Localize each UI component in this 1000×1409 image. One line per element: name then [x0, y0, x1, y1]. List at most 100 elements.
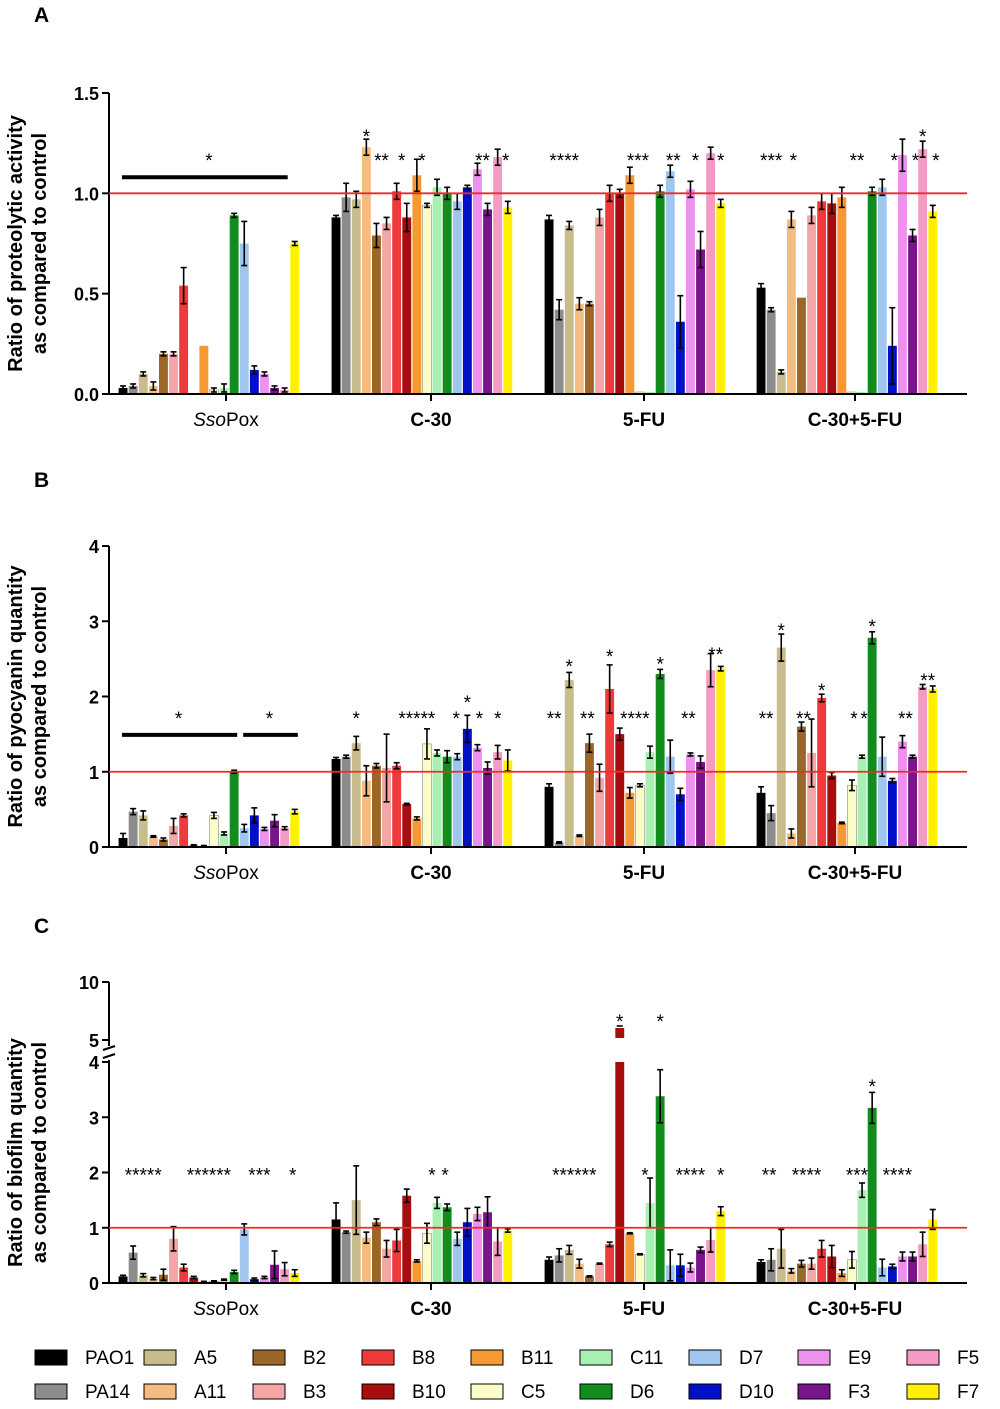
x-tick-label-text: C-30+5-FU	[808, 410, 903, 431]
y-tick-label: 0	[89, 838, 99, 858]
significance-marker: *	[818, 681, 826, 702]
bar-B2	[372, 765, 381, 847]
bar-D6	[655, 673, 665, 847]
legend-swatch-PAO1	[34, 1349, 68, 1366]
bar-F5	[918, 686, 928, 847]
bar-PAO1	[756, 792, 766, 847]
bar-A5	[564, 1249, 574, 1283]
x-tick-label-italic: Sso	[193, 1299, 226, 1320]
bar-D10	[249, 369, 259, 394]
bar-B10	[827, 203, 837, 394]
significance-marker: *	[464, 693, 472, 714]
significance-marker: ****	[792, 1166, 822, 1187]
x-tick-label-text: C-30+5-FU	[808, 863, 903, 884]
significance-marker: ***	[627, 151, 650, 172]
legend-label-F7: F7	[957, 1382, 979, 1403]
bar-PA14	[128, 811, 138, 847]
bar-A11	[786, 1270, 796, 1283]
y-axis-label: Ratio of biofilm quantity as compared to …	[5, 1037, 51, 1267]
significance-marker: *	[656, 655, 664, 676]
legend-label-D7: D7	[739, 1348, 763, 1369]
significance-marker: *	[717, 1166, 725, 1187]
significance-marker: ****	[549, 151, 579, 172]
bar-D10	[249, 815, 259, 847]
bar-C11	[857, 391, 867, 394]
bar-F7	[503, 1230, 513, 1283]
bar-B11	[837, 1273, 847, 1283]
bar-PA14	[554, 1255, 564, 1283]
legend-label-B2: B2	[303, 1348, 326, 1369]
significance-marker: *	[363, 127, 371, 148]
significance-marker: **	[898, 709, 913, 730]
significance-marker: *****	[125, 1166, 163, 1187]
bar-D10	[675, 794, 685, 847]
bar-B10	[402, 1195, 412, 1283]
bar-D7	[665, 756, 675, 847]
bar-F7	[928, 1219, 938, 1283]
x-tick-label-text: 5-FU	[623, 410, 665, 431]
bar-F5	[493, 157, 503, 394]
significance-marker: **	[475, 151, 490, 172]
bar-B3	[807, 215, 816, 394]
x-tick-label: C-30	[410, 410, 451, 431]
significance-marker: ****	[883, 1166, 913, 1187]
bar-PA14	[766, 309, 776, 394]
panel-C: C Ratio of biofilm quantity as compared to…	[5, 915, 967, 1320]
bar-B8	[179, 1267, 189, 1283]
significance-marker: **	[920, 671, 935, 692]
legend-label-B8: B8	[412, 1348, 435, 1369]
bar-E9	[686, 189, 695, 394]
significance-marker: *	[692, 151, 700, 172]
x-tick-label: 5-FU	[623, 863, 665, 884]
bar-E9	[898, 155, 907, 394]
bar-D6	[442, 1207, 452, 1283]
bar-A5	[776, 647, 786, 847]
bar-B11	[412, 175, 422, 394]
x-tick-label-text: Pox	[226, 410, 259, 431]
legend-swatch-B11	[470, 1349, 504, 1366]
significance-marker: *	[502, 151, 510, 172]
y-tick-label: 0.0	[74, 385, 99, 405]
bar-B8	[605, 688, 615, 847]
bar-B3	[595, 777, 604, 847]
significance-marker: *	[919, 127, 927, 148]
bar-A5	[351, 1200, 361, 1283]
significance-marker: *	[606, 647, 614, 668]
bar-B2	[372, 235, 381, 394]
bar-A11	[148, 1278, 158, 1283]
legend-swatch-E9	[797, 1349, 831, 1366]
bar-F3	[696, 761, 705, 847]
significance-marker: *	[850, 709, 858, 730]
bar-B8	[605, 1244, 615, 1283]
y-tick-label: 1	[89, 763, 99, 783]
significance-marker: **	[666, 151, 681, 172]
significance-marker: *	[494, 709, 502, 730]
legend-swatch-F7	[906, 1383, 940, 1400]
x-tick-label: SsoPox	[193, 863, 259, 884]
significance-marker: ***	[760, 151, 783, 172]
bar-F3	[483, 209, 492, 394]
legend-label-A11: A11	[194, 1382, 226, 1403]
bar-F7	[503, 760, 513, 847]
y-axis-label-line: as compared to control	[29, 1042, 51, 1263]
bar-PAO1	[331, 758, 341, 847]
y-tick-label: 4	[89, 1053, 99, 1073]
legend-label-D6: D6	[630, 1382, 654, 1403]
bar-F7	[716, 203, 726, 394]
bar-F5	[280, 828, 290, 847]
bar-B3	[807, 752, 816, 847]
legend-label-B3: B3	[303, 1382, 326, 1403]
bar-C11	[857, 1190, 867, 1283]
bar-E9	[260, 828, 269, 847]
bar-E9	[473, 1213, 482, 1283]
bar-C11	[432, 187, 442, 394]
legend-swatch-D7	[688, 1349, 722, 1366]
bar-PA14	[341, 1232, 351, 1283]
legend-swatch-F3	[797, 1383, 831, 1400]
bar-D6	[442, 756, 452, 847]
bar-A11	[786, 219, 796, 394]
bar-C11	[219, 1279, 229, 1283]
significance-marker: ***	[248, 1166, 271, 1187]
bar-B2	[797, 726, 806, 847]
bar-B11	[625, 175, 635, 394]
